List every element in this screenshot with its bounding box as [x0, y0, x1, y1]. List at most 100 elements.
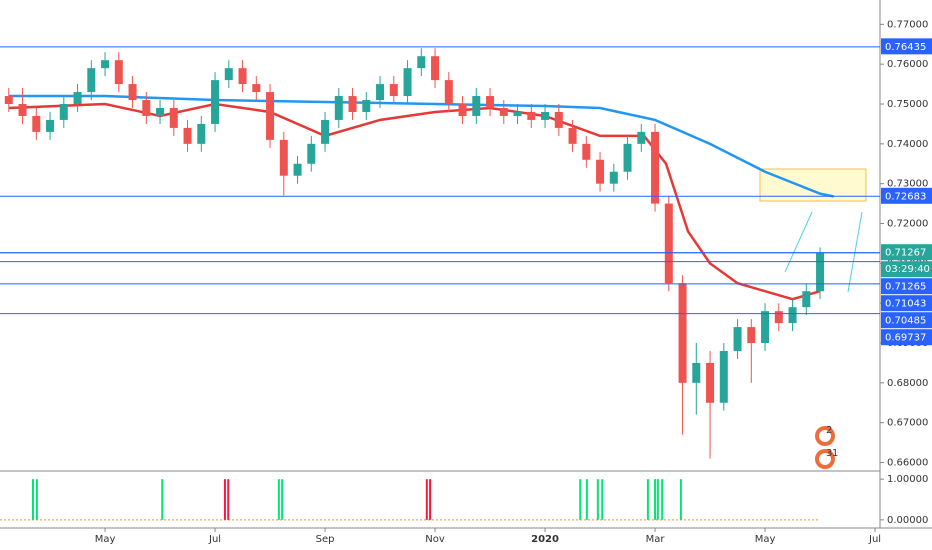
trend-line	[847, 211, 863, 293]
candle-body	[307, 143, 316, 164]
candle-body	[334, 96, 343, 120]
signal-bar	[161, 479, 164, 520]
moving-average	[8, 94, 835, 198]
candle-body	[623, 143, 632, 172]
signal-bar	[425, 479, 428, 520]
candle-body	[142, 100, 151, 116]
x-tick-label: May	[755, 534, 776, 545]
y-tick-label: 0.76000	[887, 59, 928, 70]
x-tick-label: May	[95, 534, 116, 545]
level-label: 0.72683	[885, 191, 926, 202]
level-label-box	[881, 312, 932, 329]
candle-body	[101, 60, 110, 69]
x-tick-label: Mar	[646, 534, 666, 545]
y-tick-label: 0.66000	[887, 458, 928, 469]
candle-body	[266, 92, 275, 140]
x-tick-label: Jul	[208, 534, 221, 545]
candle-body	[183, 127, 192, 144]
signal-bar	[654, 479, 657, 520]
event-count: 1	[832, 448, 838, 459]
candle-body	[73, 92, 82, 105]
candle-body	[499, 107, 508, 116]
x-tick-label: Jul	[868, 534, 881, 545]
signal-bar	[281, 479, 284, 520]
candle-body	[114, 60, 123, 85]
level-label: 0.70485	[885, 316, 926, 327]
candle-body	[541, 111, 550, 120]
candle-body	[568, 127, 577, 144]
candle-body	[774, 311, 783, 324]
y-tick-label: 0.00000	[887, 515, 928, 526]
candle-body	[692, 362, 701, 383]
candle-body	[513, 111, 522, 116]
candle-body	[719, 350, 728, 403]
candle-body	[87, 68, 96, 93]
signal-bar	[656, 479, 659, 520]
level-label-box	[881, 187, 932, 204]
candle-body	[431, 56, 440, 81]
signal-bar	[223, 479, 226, 520]
highlight-zone	[759, 168, 867, 202]
candle-body	[706, 362, 715, 403]
signal-bar	[679, 479, 682, 520]
signal-bar	[429, 479, 432, 520]
signal-bar	[32, 479, 34, 520]
candle-body	[816, 252, 825, 292]
signal-bar	[661, 479, 664, 520]
event-icon-inner	[819, 430, 831, 442]
level-label-box	[881, 329, 932, 346]
signal-bar	[277, 479, 280, 520]
candle-body	[32, 115, 41, 132]
candle-body	[582, 143, 591, 160]
event-count: 2	[826, 425, 832, 436]
candle-body	[609, 171, 618, 184]
candle-body	[664, 203, 673, 284]
candle-body	[472, 96, 481, 116]
candle-body	[4, 96, 13, 105]
signal-bar	[601, 479, 604, 520]
signal-bar	[579, 479, 582, 520]
candle-body	[733, 327, 742, 351]
y-tick-label: 0.67000	[887, 418, 928, 429]
level-label: 0.76435	[885, 42, 926, 53]
signal-bar	[35, 479, 38, 520]
candle-body	[458, 104, 467, 116]
candle-body	[637, 131, 646, 144]
signal-bar	[227, 479, 230, 520]
level-label-box	[881, 38, 932, 55]
candle-body	[678, 283, 687, 383]
candle-body	[238, 68, 247, 85]
level-label: 0.71043	[885, 299, 926, 310]
candle-body	[376, 84, 385, 101]
candle-body	[211, 80, 220, 124]
candle-body	[197, 123, 206, 144]
x-tick-label: Sep	[316, 534, 335, 545]
y-tick-label: 0.72000	[887, 219, 928, 230]
current-price-label-box	[881, 244, 932, 261]
event-count: 3	[826, 448, 832, 459]
candle-body	[362, 100, 371, 112]
signal-bar	[596, 479, 599, 520]
candle-body	[59, 104, 68, 120]
candle-body	[596, 159, 605, 184]
y-tick-label: 1.00000	[887, 474, 928, 485]
level-label: 0.71265	[885, 282, 926, 293]
candle-body	[554, 111, 563, 128]
candle-body	[486, 96, 495, 108]
candle-body	[293, 163, 302, 176]
countdown: 03:29:40	[885, 264, 930, 275]
candle-body	[788, 307, 797, 324]
candle-body	[321, 119, 330, 144]
candle-body	[252, 84, 261, 93]
candle-body	[156, 107, 165, 116]
candle-body	[279, 139, 288, 176]
y-tick-label: 0.77000	[887, 19, 928, 30]
candle-body	[46, 119, 55, 132]
candle-body	[747, 327, 756, 344]
event-icon-inner	[819, 453, 831, 465]
y-tick-label: 0.74000	[887, 139, 928, 150]
candle-body	[403, 68, 412, 97]
candle-body	[761, 311, 770, 344]
